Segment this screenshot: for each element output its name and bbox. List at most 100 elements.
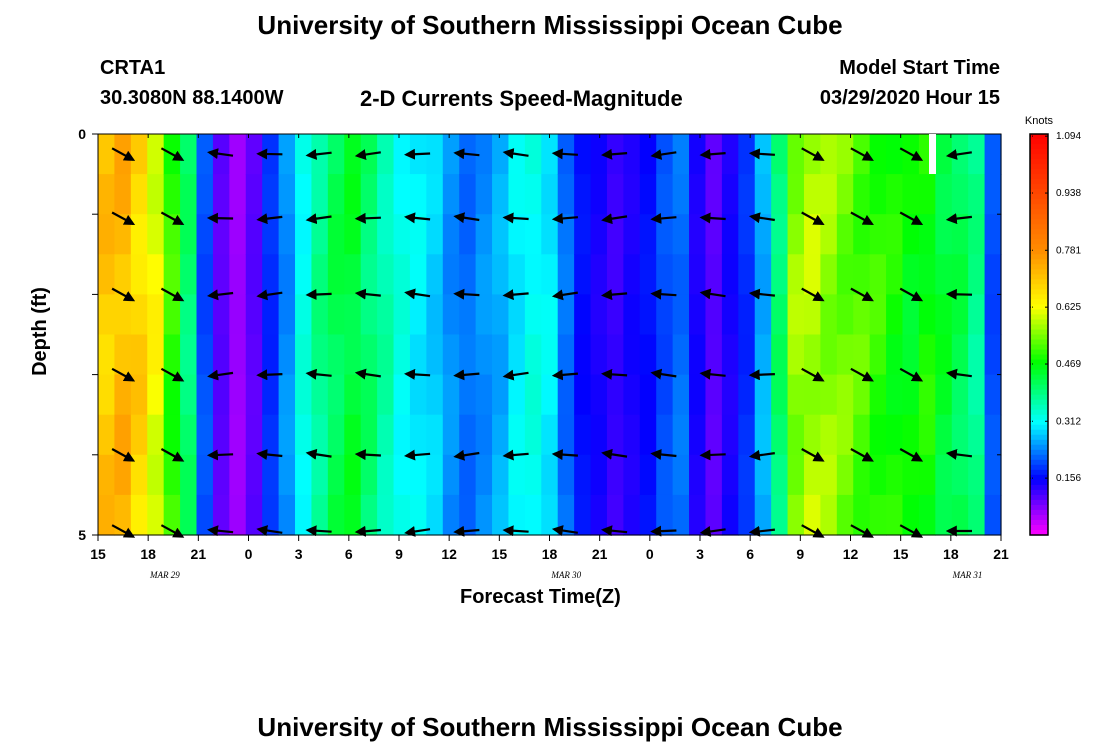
colorbar-tick-label: 0.781 [1056,245,1081,256]
heatmap-cell [344,254,362,295]
current-arrow [207,369,234,381]
colorbar-segment [1030,214,1048,220]
current-arrow [801,211,825,226]
heatmap-cell [212,334,230,376]
current-arrow [111,448,136,462]
heatmap-cell [935,214,953,255]
heatmap-cell [524,294,542,336]
heatmap-cell [606,374,624,416]
heatmap-cell [754,294,772,336]
heatmap-cell [672,374,690,416]
heatmap-cell [163,374,181,416]
heatmap-cell [196,134,214,175]
current-arrow [404,368,431,380]
heatmap-cell [689,254,707,295]
colorbar-segment [1030,279,1048,285]
heatmap-cell [606,414,624,456]
heatmap-cell [656,334,674,376]
colorbar-segment [1030,299,1048,306]
station-coordinates: 30.3080N 88.1400W [100,87,284,109]
heatmap-cell [524,214,542,255]
heatmap-cell [935,134,953,175]
current-arrow [650,288,677,300]
colorbar-segment [1030,134,1048,140]
heatmap-cell [902,254,920,295]
heatmap-cell [754,454,772,496]
heatmap-cell [344,414,362,456]
heatmap-cell [787,414,805,456]
heatmap-cell [869,414,887,456]
heatmap-cell [524,254,542,295]
heatmap-cell [163,214,181,255]
heatmap-cell [344,454,362,496]
current-arrow [551,525,578,536]
heatmap-cell [902,374,920,416]
heatmap-cell [98,294,116,336]
heatmap-cell [492,134,510,175]
heatmap-cell [180,294,198,336]
current-arrow [850,287,874,302]
heatmap-cell [869,254,887,295]
current-arrow [899,211,924,226]
heatmap-cell [689,494,707,536]
heatmap-cell [968,254,986,295]
heatmap-cell [163,254,181,295]
colorbar-segment [1030,489,1048,496]
current-arrow [354,368,381,380]
heatmap-cell [360,374,378,416]
heatmap-cell [377,334,395,376]
current-arrow [160,211,185,226]
heatmap-cell [196,174,214,215]
heatmap-cell [639,214,657,255]
heatmap-cell [245,254,263,295]
heatmap-cell [524,174,542,215]
heatmap-cell [459,214,477,255]
heatmap-cell [623,174,641,215]
heatmap-cell [951,294,969,336]
current-arrow [650,368,677,380]
heatmap-cell [836,374,854,416]
x-tick-label: 3 [295,546,303,562]
current-arrow [256,525,283,536]
heatmap-cell [524,454,542,496]
heatmap-cell [475,214,493,255]
colorbar-segment [1030,429,1048,436]
heatmap-cell [836,414,854,456]
heatmap-cell [590,454,608,496]
colorbar-segment [1030,209,1048,215]
current-arrow [354,288,381,300]
heatmap-cell [229,294,247,336]
heatmap-cell [295,294,313,336]
heatmap-cell [295,414,313,456]
heatmap-cell [147,494,165,536]
heatmap-cell [180,134,198,175]
heatmap-cell [360,414,378,456]
heatmap-cell [360,454,378,496]
model-start-time: 03/29/2020 Hour 15 [819,87,1000,109]
current-arrow [601,213,628,225]
current-arrow [354,212,381,224]
heatmap-cell [886,214,904,255]
heatmap-cell [409,294,427,336]
heatmap-cell [951,414,969,456]
heatmap-cell [196,374,214,416]
current-arrow [453,288,480,300]
heatmap-cell [327,214,345,255]
heatmap-cell [114,334,132,376]
heatmap-cell [968,334,986,376]
heatmap-cell [180,414,198,456]
heatmap-cell [541,214,559,255]
heatmap-cell [442,414,460,456]
heatmap-cell [705,414,723,456]
heatmap-cell [853,214,871,255]
colorbar-segment [1030,239,1048,245]
x-tick-label: 0 [245,546,253,562]
heatmap-cell [705,494,723,536]
current-arrow [650,149,677,160]
colorbar-segment [1030,169,1048,175]
colorbar-segment [1030,144,1048,150]
heatmap-cell [820,254,838,295]
heatmap-cell [656,294,674,336]
heatmap-cell [492,334,510,376]
colorbar-segment [1030,174,1048,180]
